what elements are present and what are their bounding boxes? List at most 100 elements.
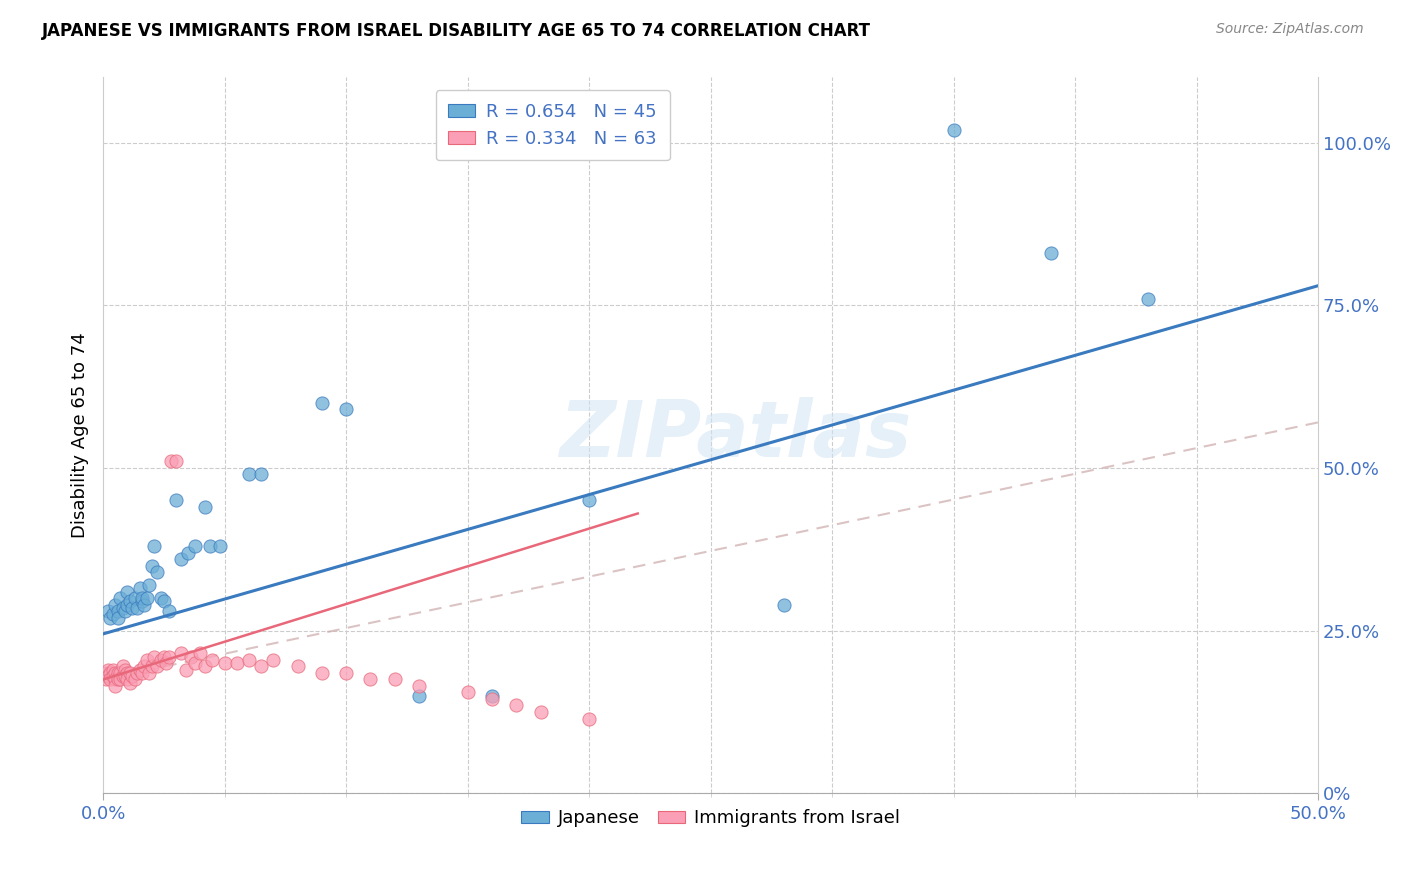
- Point: [101, 663, 124, 677]
- Point: [157, 604, 180, 618]
- Point: [250, 659, 273, 673]
- Point: [238, 653, 260, 667]
- Point: [1137, 292, 1160, 306]
- Point: [107, 610, 129, 624]
- Point: [104, 679, 127, 693]
- Point: [128, 582, 150, 596]
- Point: [250, 467, 273, 482]
- Point: [114, 663, 136, 677]
- Point: [578, 711, 600, 725]
- Point: [311, 665, 333, 680]
- Point: [505, 698, 527, 713]
- Point: [145, 659, 167, 673]
- Y-axis label: Disability Age 65 to 74: Disability Age 65 to 74: [72, 333, 89, 538]
- Point: [145, 565, 167, 579]
- Text: JAPANESE VS IMMIGRANTS FROM ISRAEL DISABILITY AGE 65 TO 74 CORRELATION CHART: JAPANESE VS IMMIGRANTS FROM ISRAEL DISAB…: [42, 22, 872, 40]
- Point: [114, 604, 136, 618]
- Point: [194, 659, 217, 673]
- Point: [131, 594, 153, 608]
- Point: [134, 659, 156, 673]
- Point: [184, 656, 207, 670]
- Point: [117, 584, 139, 599]
- Point: [124, 673, 146, 687]
- Point: [101, 669, 124, 683]
- Point: [118, 665, 141, 680]
- Point: [107, 673, 129, 687]
- Point: [135, 653, 157, 667]
- Point: [108, 591, 131, 606]
- Point: [155, 656, 177, 670]
- Point: [457, 685, 479, 699]
- Point: [198, 539, 221, 553]
- Point: [143, 649, 166, 664]
- Point: [127, 600, 149, 615]
- Point: [184, 539, 207, 553]
- Point: [94, 673, 117, 687]
- Point: [138, 578, 160, 592]
- Point: [117, 665, 139, 680]
- Point: [157, 649, 180, 664]
- Point: [1039, 246, 1062, 260]
- Point: [135, 591, 157, 606]
- Point: [335, 402, 357, 417]
- Point: [117, 598, 139, 612]
- Point: [104, 673, 127, 687]
- Point: [100, 610, 122, 624]
- Point: [174, 663, 197, 677]
- Point: [481, 689, 503, 703]
- Point: [335, 665, 357, 680]
- Point: [111, 669, 134, 683]
- Point: [128, 663, 150, 677]
- Point: [121, 669, 143, 683]
- Point: [134, 598, 156, 612]
- Point: [262, 653, 284, 667]
- Point: [97, 669, 120, 683]
- Point: [124, 591, 146, 606]
- Point: [111, 600, 134, 615]
- Point: [153, 649, 176, 664]
- Point: [100, 673, 122, 687]
- Point: [153, 594, 176, 608]
- Point: [104, 598, 127, 612]
- Point: [201, 653, 224, 667]
- Point: [127, 665, 149, 680]
- Point: [94, 665, 117, 680]
- Point: [121, 600, 143, 615]
- Point: [188, 647, 211, 661]
- Point: [165, 493, 187, 508]
- Point: [160, 454, 183, 468]
- Point: [165, 454, 187, 468]
- Point: [141, 659, 163, 673]
- Point: [100, 665, 122, 680]
- Point: [118, 675, 141, 690]
- Point: [208, 539, 231, 553]
- Point: [141, 558, 163, 573]
- Point: [170, 647, 193, 661]
- Text: Source: ZipAtlas.com: Source: ZipAtlas.com: [1216, 22, 1364, 37]
- Point: [194, 500, 217, 514]
- Point: [170, 552, 193, 566]
- Point: [131, 665, 153, 680]
- Point: [150, 591, 173, 606]
- Point: [117, 673, 139, 687]
- Point: [114, 669, 136, 683]
- Point: [180, 649, 202, 664]
- Point: [118, 594, 141, 608]
- Point: [107, 665, 129, 680]
- Point: [101, 607, 124, 622]
- Point: [772, 598, 794, 612]
- Point: [131, 591, 153, 606]
- Point: [359, 673, 381, 687]
- Point: [481, 692, 503, 706]
- Point: [214, 656, 236, 670]
- Point: [384, 673, 406, 687]
- Point: [150, 653, 173, 667]
- Point: [225, 656, 247, 670]
- Point: [287, 659, 309, 673]
- Point: [111, 659, 134, 673]
- Point: [104, 665, 127, 680]
- Text: ZIPatlas: ZIPatlas: [558, 398, 911, 474]
- Point: [108, 673, 131, 687]
- Point: [177, 545, 200, 559]
- Point: [529, 705, 551, 719]
